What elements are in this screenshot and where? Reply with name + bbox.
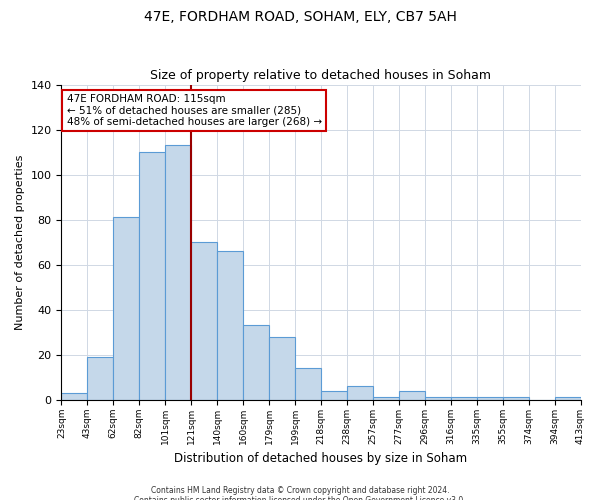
Text: Contains HM Land Registry data © Crown copyright and database right 2024.: Contains HM Land Registry data © Crown c…	[151, 486, 449, 495]
Bar	[139, 152, 165, 400]
Text: 47E, FORDHAM ROAD, SOHAM, ELY, CB7 5AH: 47E, FORDHAM ROAD, SOHAM, ELY, CB7 5AH	[143, 10, 457, 24]
X-axis label: Distribution of detached houses by size in Soham: Distribution of detached houses by size …	[175, 452, 467, 465]
Bar	[113, 218, 139, 400]
Bar	[347, 386, 373, 400]
Bar	[476, 398, 503, 400]
Bar	[425, 398, 451, 400]
Bar	[295, 368, 321, 400]
Bar	[451, 398, 476, 400]
Bar	[554, 398, 581, 400]
Bar	[217, 251, 243, 400]
Bar	[373, 398, 399, 400]
Text: 47E FORDHAM ROAD: 115sqm
← 51% of detached houses are smaller (285)
48% of semi-: 47E FORDHAM ROAD: 115sqm ← 51% of detach…	[67, 94, 322, 127]
Bar	[503, 398, 529, 400]
Bar	[243, 326, 269, 400]
Y-axis label: Number of detached properties: Number of detached properties	[15, 154, 25, 330]
Bar	[165, 146, 191, 400]
Bar	[88, 357, 113, 400]
Bar	[61, 393, 88, 400]
Bar	[399, 390, 425, 400]
Bar	[269, 336, 295, 400]
Title: Size of property relative to detached houses in Soham: Size of property relative to detached ho…	[151, 69, 491, 82]
Bar	[191, 242, 217, 400]
Text: Contains public sector information licensed under the Open Government Licence v3: Contains public sector information licen…	[134, 496, 466, 500]
Bar	[321, 390, 347, 400]
